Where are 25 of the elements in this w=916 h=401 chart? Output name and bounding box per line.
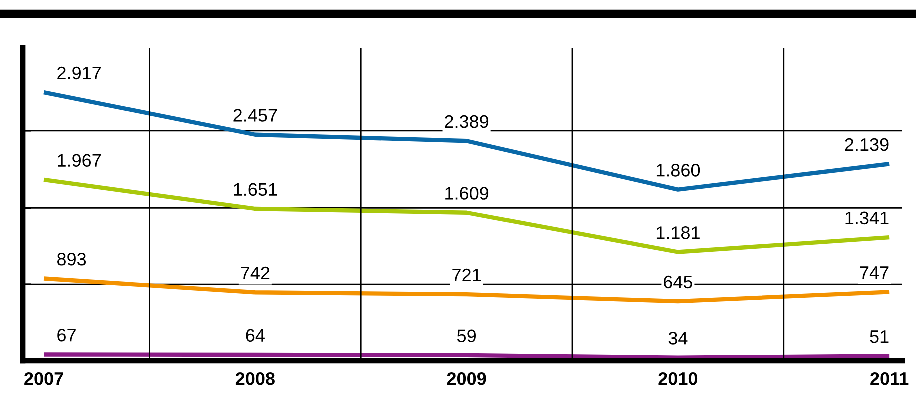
x-tick-label: 2008: [236, 372, 275, 386]
data-label: 1.860: [656, 164, 700, 177]
data-label: 2.917: [58, 66, 101, 80]
data-label: 747: [860, 266, 889, 280]
data-label: 64: [246, 329, 265, 342]
data-label: 2.457: [234, 109, 278, 122]
data-label: 1.967: [58, 154, 101, 167]
data-label: 742: [241, 266, 270, 280]
data-label: 51: [870, 330, 889, 344]
data-label: 1.181: [656, 226, 700, 240]
x-tick-label: 2011: [870, 372, 909, 386]
data-label: 1.341: [846, 212, 889, 225]
x-tick-label: 2010: [658, 372, 698, 386]
data-label: 645: [664, 276, 692, 289]
data-label: 2.389: [445, 115, 489, 128]
data-label: 2.139: [845, 138, 889, 152]
data-label: 1.609: [446, 187, 489, 200]
data-label: 67: [58, 329, 76, 342]
x-tick-label: 2009: [447, 372, 486, 386]
data-label: 721: [452, 268, 481, 282]
x-tick-label: 2007: [24, 372, 64, 386]
data-label: 1.651: [234, 183, 278, 196]
data-label: 34: [668, 332, 688, 345]
data-label: 59: [457, 330, 476, 343]
data-label: 893: [58, 253, 86, 266]
